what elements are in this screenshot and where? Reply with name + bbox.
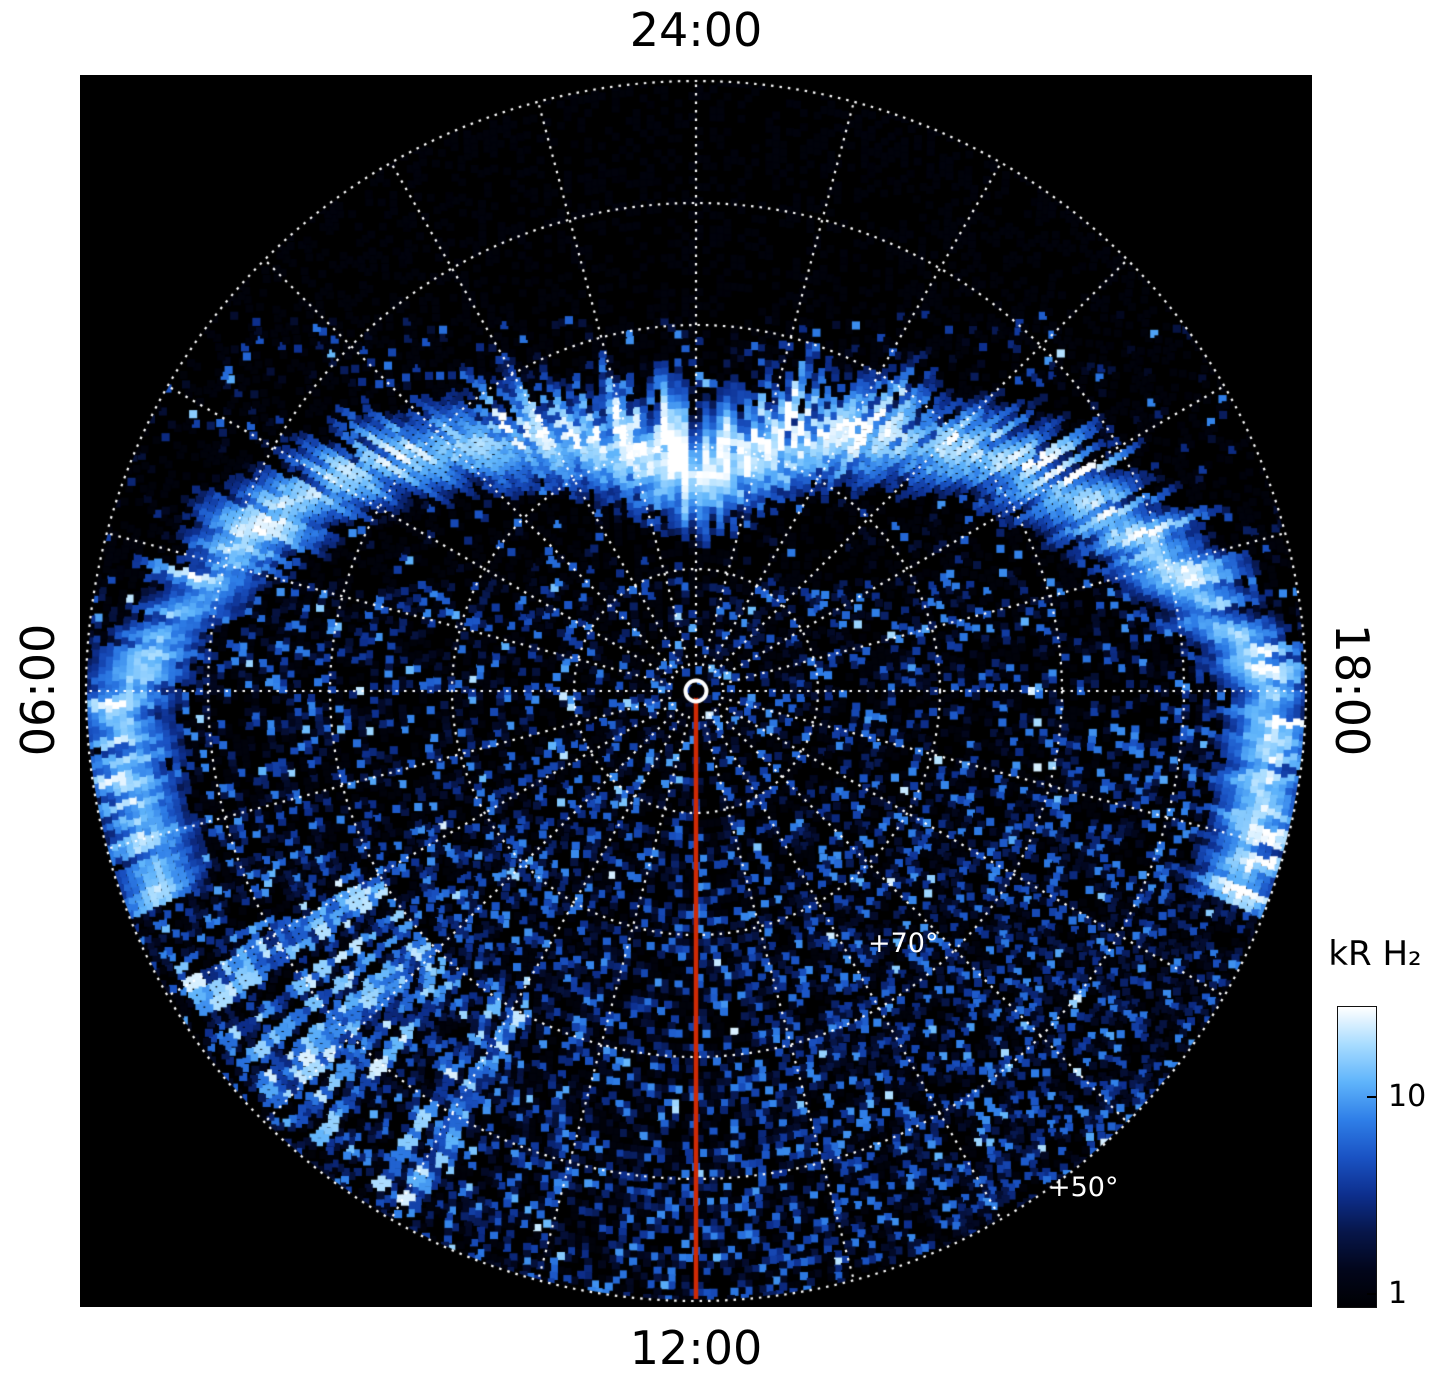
colorbar-tick-label-10: 10 <box>1388 1078 1427 1114</box>
polar-heatmap-canvas <box>80 75 1312 1307</box>
colorbar-tick-mark <box>1367 1096 1376 1098</box>
colorbar-title: kR H₂ <box>1328 934 1422 974</box>
latitude-ring-label-50: +50° <box>1048 1172 1119 1203</box>
colorbar <box>1337 1006 1377 1308</box>
local-time-label-2400: 24:00 <box>629 3 763 57</box>
latitude-ring-label-70: +70° <box>868 928 939 959</box>
local-time-label-1800: 18:00 <box>1325 623 1379 757</box>
colorbar-tick-label-1: 1 <box>1388 1276 1408 1312</box>
local-time-label-0600: 06:00 <box>11 623 65 757</box>
colorbar-tick-mark <box>1367 1292 1376 1295</box>
local-time-label-1200: 12:00 <box>629 1321 763 1375</box>
plot-area: +70° +50° <box>80 75 1312 1307</box>
colorbar-tick-labels: 10 1 <box>1384 1006 1444 1312</box>
